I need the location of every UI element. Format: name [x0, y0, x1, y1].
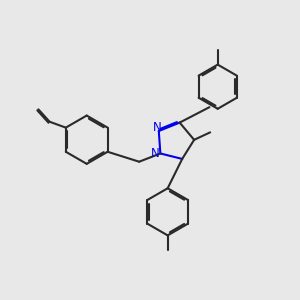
Text: N: N — [151, 147, 160, 160]
Text: N: N — [153, 121, 162, 134]
